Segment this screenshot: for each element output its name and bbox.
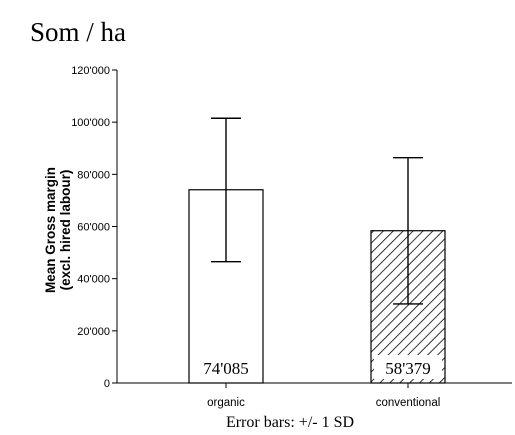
plot-area: 0 20'000 40'000 60'000 80'000 100'000 120'000 7… (71, 65, 512, 409)
y-tick-label: 80'000 (77, 169, 110, 181)
y-tick-label: 60'000 (77, 222, 110, 234)
y-axis-label-line-1: Mean Gross margin (43, 167, 58, 293)
value-label-conventional: 58'379 (385, 359, 431, 378)
value-label-organic: 74'085 (203, 359, 249, 378)
footer-note: Error bars: +/- 1 SD (226, 414, 354, 431)
value-label-box-conventional (374, 355, 442, 379)
y-tick-label: 20'000 (77, 326, 110, 338)
category-label-organic: organic (207, 397, 245, 409)
y-tick-label: 40'000 (77, 274, 110, 286)
y-axis-label: Mean Gross margin (excl. hired labour) (43, 167, 73, 293)
category-label-conventional: conventional (376, 397, 441, 409)
y-tick-label: 0 (104, 378, 110, 390)
y-axis-label-line-2: (excl. hired labour) (58, 170, 73, 291)
unit-label: Som / ha (30, 17, 126, 47)
y-tick-label: 100'000 (71, 117, 110, 129)
value-label-box-organic (192, 355, 260, 379)
y-tick-label: 120'000 (71, 65, 110, 77)
